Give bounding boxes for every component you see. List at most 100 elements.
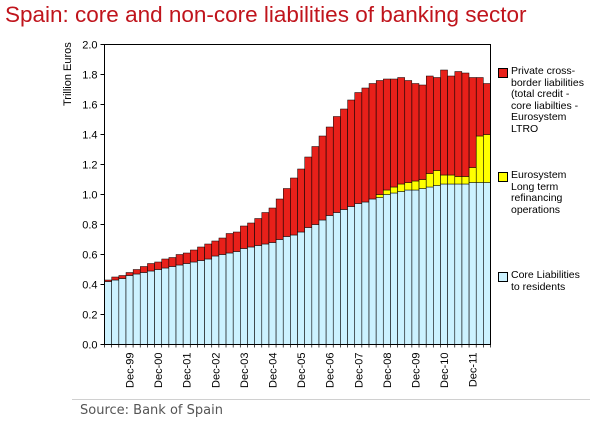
bar-private [390,78,398,188]
bar-core [454,183,463,345]
bar-private [240,225,248,249]
bar-private [340,108,348,210]
legend-item-private: Private cross-border liabilities (total … [498,65,588,134]
bar-core [232,251,241,345]
bar-private [361,87,370,203]
bar-ltro [425,173,434,188]
bars [104,69,491,345]
bar-core [383,194,391,345]
bar-core [140,272,148,345]
bar-ltro [447,174,455,185]
bar-ltro [454,176,463,185]
bar-private [397,77,405,185]
bar-private [311,146,320,225]
bar-private [190,249,198,263]
bar-core [390,192,398,345]
bar-ltro [390,186,398,194]
bar-core [261,243,270,345]
bar-ltro [476,135,484,183]
bar-core [325,215,334,345]
bar-core [175,264,184,345]
bar-core [104,281,112,345]
y-tick-label: 0.0 [82,340,97,352]
legend-swatch-private [498,68,508,78]
bar-core [311,224,320,345]
bar-core [211,255,220,345]
source-note: Source: Bank of Spain [80,403,223,418]
bar-core [204,258,212,345]
x-tick-label: Dec-11 [468,353,480,388]
x-tick-label: Dec-05 [296,353,308,388]
bar-core [225,252,234,345]
x-tick-label: Dec-07 [353,353,365,388]
bar-private [425,75,434,174]
bar-private [182,252,191,264]
y-tick-label: 2.0 [82,40,97,52]
bar-private [368,83,377,200]
bar-core [354,203,363,345]
bar-ltro [483,134,491,183]
x-tick-label: Dec-99 [125,353,137,388]
bar-ltro [397,183,405,192]
bar-ltro [440,174,448,185]
y-tick-label: 0.2 [82,310,97,322]
bar-private [168,257,177,267]
bar-private [275,198,284,240]
bar-ltro [411,180,420,191]
bar-ltro [418,179,427,189]
bar-core [411,189,420,345]
bar-core [147,270,155,345]
bar-private [461,72,470,177]
legend-label-core: Core Liabilities to residents [511,269,580,293]
bar-core [268,242,277,345]
bar-private [447,75,455,176]
bar-core [218,254,227,345]
bar-core [368,198,377,345]
legend-item-core: Core Liabilities to residents [498,269,588,295]
y-tick-label: 0.6 [82,250,97,262]
bar-core [240,248,248,345]
bar-core [318,219,327,345]
bar-core [111,279,119,345]
chart: 0.0 0.2 0.4 0.6 0.8 1.0 1.2 1.4 1.6 1.8 2.0 Dec-99… [82,40,491,388]
bar-private [476,77,484,137]
bar-ltro [383,189,391,195]
y-tick-label: 1.4 [82,130,97,142]
bar-private [333,116,341,213]
bar-ltro [461,176,470,185]
x-tick-label: Dec-06 [325,353,337,388]
bar-core [197,260,205,345]
bar-core [347,206,355,345]
legend-item-ltro: Eurosystem Long term refinancing operati… [498,169,588,220]
bar-core [247,246,255,345]
bar-core [433,185,441,345]
divider [72,399,590,400]
bar-private [433,77,441,171]
bar-ltro [433,170,441,186]
x-tick-label: Dec-02 [210,353,222,388]
bar-private [132,269,141,275]
legend-swatch-ltro [498,172,508,182]
bar-core [297,231,305,345]
y-tick-label: 0.8 [82,220,97,232]
bar-private [454,71,463,177]
bar-core [425,186,434,345]
bar-ltro [375,194,384,198]
legend-label-ltro: Eurosystem Long term refinancing operati… [511,169,567,216]
bar-private [211,240,220,257]
page-title: Spain: core and non-core liabilities of … [5,2,527,27]
bar-private [347,99,355,207]
bar-core [125,275,134,345]
bar-core [132,273,141,345]
x-tick-label: Dec-09 [410,353,422,388]
bar-private [383,78,391,191]
y-tick-label: 0.4 [82,280,97,292]
y-axis: 0.0 0.2 0.4 0.6 0.8 1.0 1.2 1.4 1.6 1.8 2.0 [82,40,105,352]
bar-core [440,183,448,345]
y-tick-label: 1.2 [82,160,97,172]
x-tick-label: Dec-01 [182,353,194,388]
x-tick-label: Dec-08 [382,353,394,388]
bar-private [268,207,277,243]
bar-private [468,77,477,168]
bar-private [104,279,112,282]
